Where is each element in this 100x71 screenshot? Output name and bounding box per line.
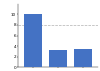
Bar <box>24 14 42 67</box>
Bar <box>49 50 67 67</box>
Bar <box>74 49 92 67</box>
